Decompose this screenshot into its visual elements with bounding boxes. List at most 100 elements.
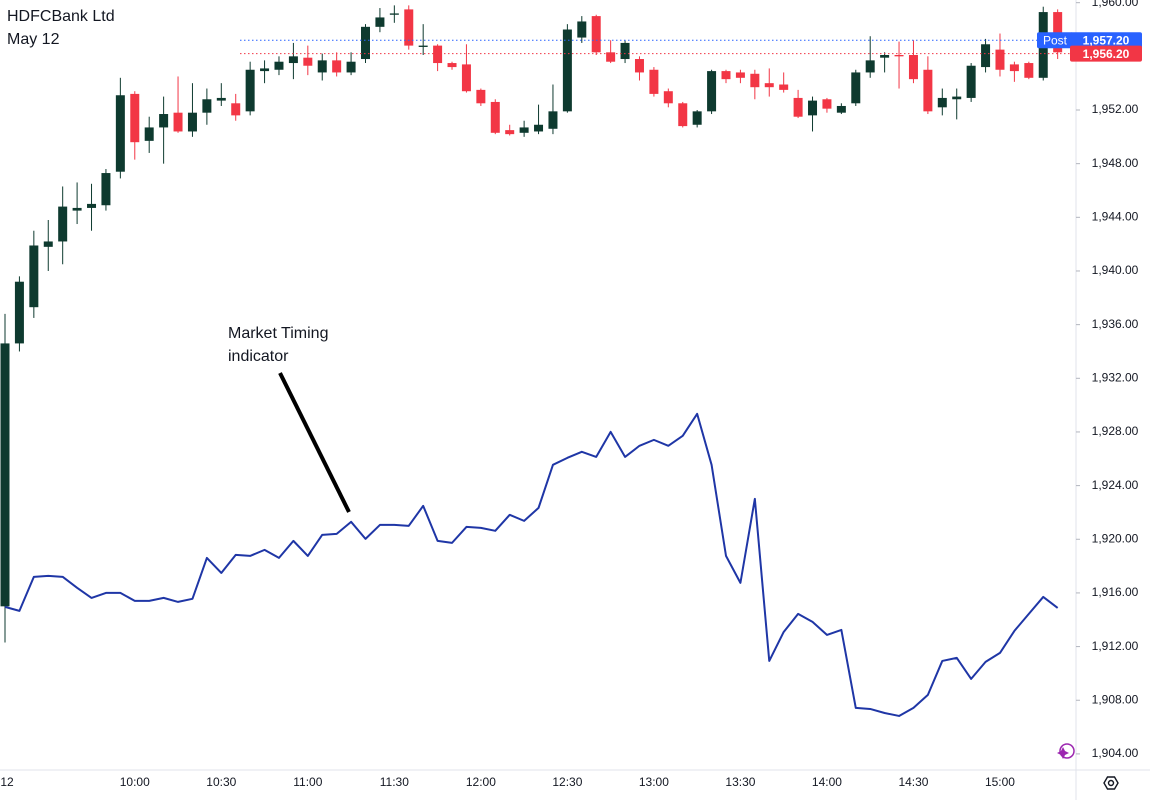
candle-body <box>981 44 991 68</box>
candle-body <box>389 13 399 15</box>
candle-body <box>923 69 933 112</box>
candle-body <box>202 99 212 113</box>
assistant-ring <box>1059 743 1075 759</box>
candle-body <box>851 72 861 104</box>
candle-body <box>274 61 284 70</box>
price-tag-box <box>1037 32 1073 49</box>
candle-body <box>231 103 241 116</box>
x-tick-label: 14:00 <box>812 775 842 789</box>
candle-body <box>620 42 630 60</box>
candle-body <box>1009 64 1019 72</box>
y-tick-label: 1,912.00 <box>1092 639 1139 653</box>
candle-body <box>678 103 688 127</box>
candle-body <box>461 64 471 92</box>
candle-body <box>361 26 370 60</box>
candle-body <box>29 245 39 308</box>
assistant-icon[interactable] <box>1057 743 1075 759</box>
y-tick-label: 1,948.00 <box>1092 156 1139 170</box>
candle-body <box>144 127 154 141</box>
candle-body <box>764 83 774 88</box>
chart-title: HDFCBank Ltd <box>7 8 115 25</box>
x-tick-label: 10:00 <box>120 775 150 789</box>
candle-body <box>750 73 760 88</box>
candle-body <box>966 65 976 98</box>
x-tick-label: 12:30 <box>552 775 582 789</box>
indicator-line <box>4 412 1059 717</box>
y-tick-label: 1,920.00 <box>1092 531 1139 545</box>
y-tick-label: 1,916.00 <box>1092 585 1139 599</box>
price-label: 1,956.20 <box>1083 47 1130 61</box>
candle-body <box>707 71 717 112</box>
candle-body <box>404 9 414 46</box>
annotation-line: Market Timing <box>228 325 328 342</box>
annotation-line: indicator <box>228 348 289 365</box>
axes: 1,904.00 1,908.00 1,912.00 1,916.00 1,920.00… <box>0 0 1142 789</box>
candle-body <box>216 97 226 101</box>
candle-body <box>433 45 443 64</box>
candle-body <box>245 69 255 112</box>
candle-body <box>115 95 125 172</box>
y-tick-label: 1,944.00 <box>1092 209 1139 223</box>
candle-body <box>505 130 515 135</box>
candle-body <box>534 124 544 132</box>
x-tick-label: 10:30 <box>206 775 236 789</box>
candle-body <box>0 343 10 607</box>
candle-body <box>995 49 1005 70</box>
candle-body <box>952 96 962 100</box>
candle-body <box>101 173 111 206</box>
price-tag: Post <box>1043 33 1068 47</box>
x-tick-label: 15:00 <box>985 775 1015 789</box>
candle-body <box>317 60 327 73</box>
y-tick-label: 1,940.00 <box>1092 263 1139 277</box>
price-label: 1,957.20 <box>1083 33 1130 47</box>
price-label-box <box>1070 45 1142 62</box>
y-tick-label: 1,928.00 <box>1092 424 1139 438</box>
candle-body <box>173 112 183 132</box>
y-tick-label: 1,932.00 <box>1092 370 1139 384</box>
candle-body <box>908 55 918 80</box>
candle-body <box>894 55 904 57</box>
y-tick-label: 1,936.00 <box>1092 317 1139 331</box>
x-tick-label: 12:00 <box>466 775 496 789</box>
candle-body <box>447 63 457 68</box>
candle-body <box>1024 63 1034 78</box>
candle-body <box>519 127 529 133</box>
candle-body <box>577 21 587 38</box>
settings-icon[interactable] <box>1103 776 1119 790</box>
candle-body <box>562 29 572 112</box>
candle-body <box>880 55 890 58</box>
candle-body <box>490 101 500 133</box>
candle-body <box>346 61 356 73</box>
candle-body <box>1053 12 1063 53</box>
candle-body <box>260 68 270 72</box>
x-tick-label: 11:00 <box>293 775 322 789</box>
candle-body <box>476 89 486 104</box>
candle-body <box>303 57 313 66</box>
candle-body <box>130 93 140 143</box>
settings-hexagon <box>1103 776 1119 790</box>
assistant-sparkle <box>1057 747 1069 759</box>
x-tick-label: 12 <box>0 775 14 789</box>
candle-body <box>663 91 673 104</box>
candle-body <box>591 16 601 53</box>
candle-body <box>649 69 659 94</box>
y-tick-label: 1,908.00 <box>1092 692 1139 706</box>
candle-body <box>937 97 947 108</box>
x-tick-label: 13:00 <box>639 775 669 789</box>
candle-body <box>548 111 558 129</box>
plot-area <box>0 5 1076 717</box>
candle-body <box>721 71 731 80</box>
candle-body <box>692 111 702 125</box>
x-tick-label: 11:30 <box>380 775 409 789</box>
candle-body <box>58 206 68 242</box>
annotation-arrow <box>278 372 351 513</box>
candle-body <box>836 105 846 113</box>
candle-body <box>822 99 832 109</box>
candle-body <box>375 17 385 27</box>
candle-body <box>72 207 82 211</box>
candle-body <box>418 45 428 47</box>
candle-body <box>779 84 789 90</box>
candle-body <box>14 281 24 344</box>
candle-body <box>808 100 818 116</box>
